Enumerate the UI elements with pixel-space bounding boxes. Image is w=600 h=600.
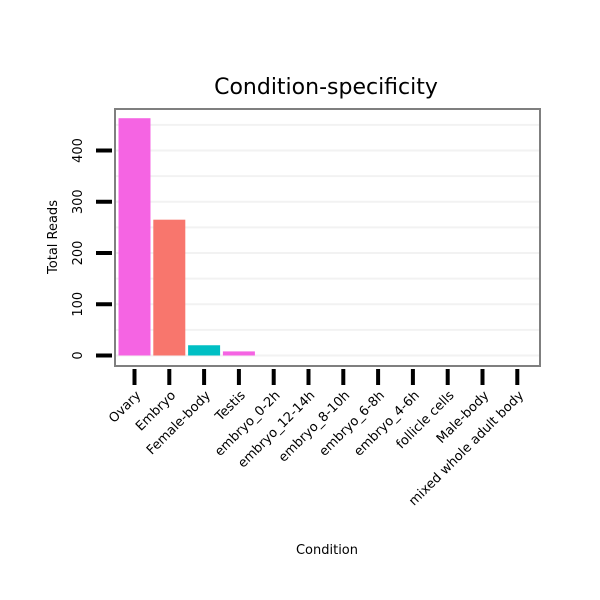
y-tick-label: 200 bbox=[71, 241, 86, 266]
chart-title: Condition-specificity bbox=[214, 75, 438, 100]
x-axis: OvaryEmbryoFemale-bodyTestisembryo_0-2he… bbox=[106, 369, 527, 509]
grid-lines bbox=[115, 123, 540, 357]
plot-panel bbox=[114, 108, 541, 367]
y-axis-title: Total Reads bbox=[46, 200, 61, 275]
y-tick-label: 300 bbox=[71, 189, 86, 214]
bar-female-body bbox=[188, 345, 221, 356]
bar-testis bbox=[222, 351, 255, 356]
y-tick-label: 400 bbox=[71, 138, 86, 163]
y-axis: 0 100 200 300 400 bbox=[71, 138, 112, 360]
x-axis-title: Condition bbox=[296, 543, 358, 558]
y-tick-label: 100 bbox=[71, 292, 86, 317]
bar-ovary bbox=[118, 118, 151, 356]
bars bbox=[118, 118, 255, 356]
bar-embryo bbox=[153, 219, 186, 356]
y-tick-label: 0 bbox=[71, 351, 86, 359]
